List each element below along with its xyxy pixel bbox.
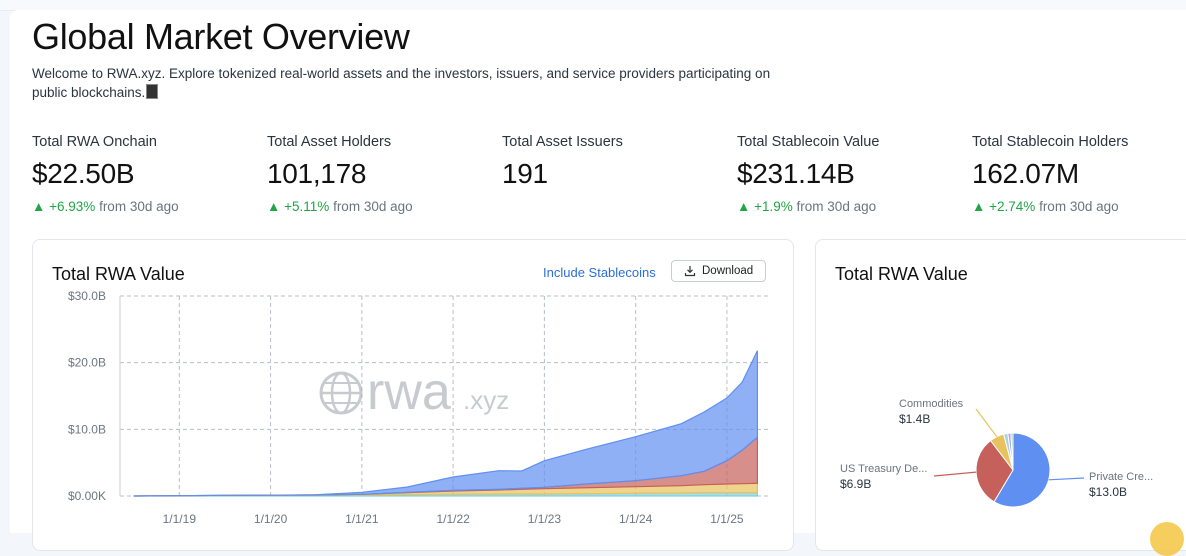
stat-change: ▲ +1.9% from 30d ago xyxy=(737,199,879,214)
chart-watermark: rwa .xyz xyxy=(319,363,509,421)
stat-change: ▲ +2.74% from 30d ago xyxy=(972,199,1128,214)
y-tick-label: $10.0B xyxy=(68,422,106,436)
download-label: Download xyxy=(702,265,754,277)
main-content: Global Market Overview Welcome to RWA.xy… xyxy=(10,10,1186,551)
globe-icon xyxy=(319,371,363,415)
y-tick-label: $30.0B xyxy=(68,289,106,303)
pie-chart: Private Cre... $13.0B US Treasury De... $6.… xyxy=(840,398,1153,508)
x-tick-label: 1/1/22 xyxy=(436,512,470,526)
x-tick-label: 1/1/25 xyxy=(710,512,744,526)
stat-stablecoin-holders: Total Stablecoin Holders 162.07M ▲ +2.74… xyxy=(972,134,1128,214)
pie-slice-label: Private Cre... xyxy=(1089,471,1153,483)
pie-leader-line xyxy=(1048,477,1085,481)
pie-slice-label: US Treasury De... xyxy=(840,463,927,475)
stat-value: 191 xyxy=(502,158,548,189)
area-chart-card: Total RWA Value Include Stablecoins Down… xyxy=(32,239,794,551)
area-chart-title: Total RWA Value xyxy=(52,264,185,284)
pie-slice-2 xyxy=(975,439,1014,503)
pie-leader-line xyxy=(975,408,998,438)
stat-label: Total Stablecoin Value xyxy=(737,134,880,150)
pie-slice-value: $1.4B xyxy=(899,412,930,426)
stat-change-suffix: from 30d ago xyxy=(99,199,179,214)
stat-value: 162.07M xyxy=(972,158,1079,189)
stat-value: $22.50B xyxy=(32,158,135,189)
stat-label: Total RWA Onchain xyxy=(32,134,157,150)
pie-leader-line xyxy=(933,471,977,477)
stat-label: Total Stablecoin Holders xyxy=(972,134,1129,150)
download-button[interactable]: Download xyxy=(671,260,767,282)
stat-change-pct: +1.9% xyxy=(754,199,793,214)
pie-chart-card: Total RWA Value Private Cre... $13.0B US T… xyxy=(815,239,1186,551)
help-widget-icon[interactable] xyxy=(1150,522,1184,556)
up-arrow-icon: ▲ xyxy=(737,199,755,214)
download-icon xyxy=(684,266,696,277)
x-tick-label: 1/1/20 xyxy=(254,512,288,526)
stat-value: 101,178 xyxy=(267,158,367,189)
up-arrow-icon: ▲ xyxy=(972,199,990,214)
chart-axes: $0.00K $10.0B $20.0B $30.0B 1/1/19 1/1/20 1/1/… xyxy=(68,289,744,526)
stat-label: Total Asset Holders xyxy=(267,134,392,150)
page-subtitle: Welcome to RWA.xyz. Explore tokenized re… xyxy=(32,64,792,102)
stat-stablecoin-value: Total Stablecoin Value $231.14B ▲ +1.9% … xyxy=(737,134,879,214)
stat-change: ▲ +6.93% from 30d ago xyxy=(32,199,179,214)
pie-slice-value: $13.0B xyxy=(1089,485,1127,499)
up-arrow-icon: ▲ xyxy=(267,199,285,214)
stat-asset-holders: Total Asset Holders 101,178 ▲ +5.11% fro… xyxy=(267,134,413,214)
stat-change-pct: +6.93% xyxy=(49,199,96,214)
include-stablecoins-link[interactable]: Include Stablecoins xyxy=(543,265,656,280)
x-tick-label: 1/1/24 xyxy=(619,512,653,526)
stat-change: ▲ +5.11% from 30d ago xyxy=(267,199,413,214)
x-tick-label: 1/1/21 xyxy=(345,512,379,526)
page-title: Global Market Overview xyxy=(32,16,410,57)
stat-value: $231.14B xyxy=(737,158,855,189)
page-subtitle-text: Welcome to RWA.xyz. Explore tokenized re… xyxy=(32,66,771,100)
stat-change-suffix: from 30d ago xyxy=(796,199,877,214)
stat-change-pct: +2.74% xyxy=(989,199,1036,214)
pie-slice-label: Commodities xyxy=(899,398,964,410)
stat-label: Total Asset Issuers xyxy=(502,134,623,150)
stat-change-pct: +5.11% xyxy=(284,199,330,214)
stat-change-suffix: from 30d ago xyxy=(1039,199,1119,214)
watermark-text: rwa xyxy=(367,363,451,421)
watermark-suffix: .xyz xyxy=(463,385,509,415)
pie-slice-value: $6.9B xyxy=(840,477,871,491)
stat-asset-issuers: Total Asset Issuers 191 xyxy=(502,134,623,190)
pie-slice-1 xyxy=(993,432,1051,508)
chart-series xyxy=(133,350,758,497)
y-tick-label: $20.0B xyxy=(68,356,106,370)
stat-change-suffix: from 30d ago xyxy=(333,199,413,214)
x-tick-label: 1/1/19 xyxy=(163,512,197,526)
area-chart: rwa .xyz $0.00K $10.0B $20.0B $30.0B 1/1/19 1… xyxy=(68,289,768,526)
up-arrow-icon: ▲ xyxy=(32,199,50,214)
area-series-private-credit xyxy=(133,350,758,497)
y-tick-label: $0.00K xyxy=(68,489,106,503)
stat-total-rwa: Total RWA Onchain $22.50B ▲ +6.93% from … xyxy=(32,134,179,214)
x-tick-label: 1/1/23 xyxy=(528,512,562,526)
pie-chart-title: Total RWA Value xyxy=(835,264,968,284)
pie-slice-6 xyxy=(1010,432,1014,471)
emoji-icon xyxy=(146,84,159,99)
